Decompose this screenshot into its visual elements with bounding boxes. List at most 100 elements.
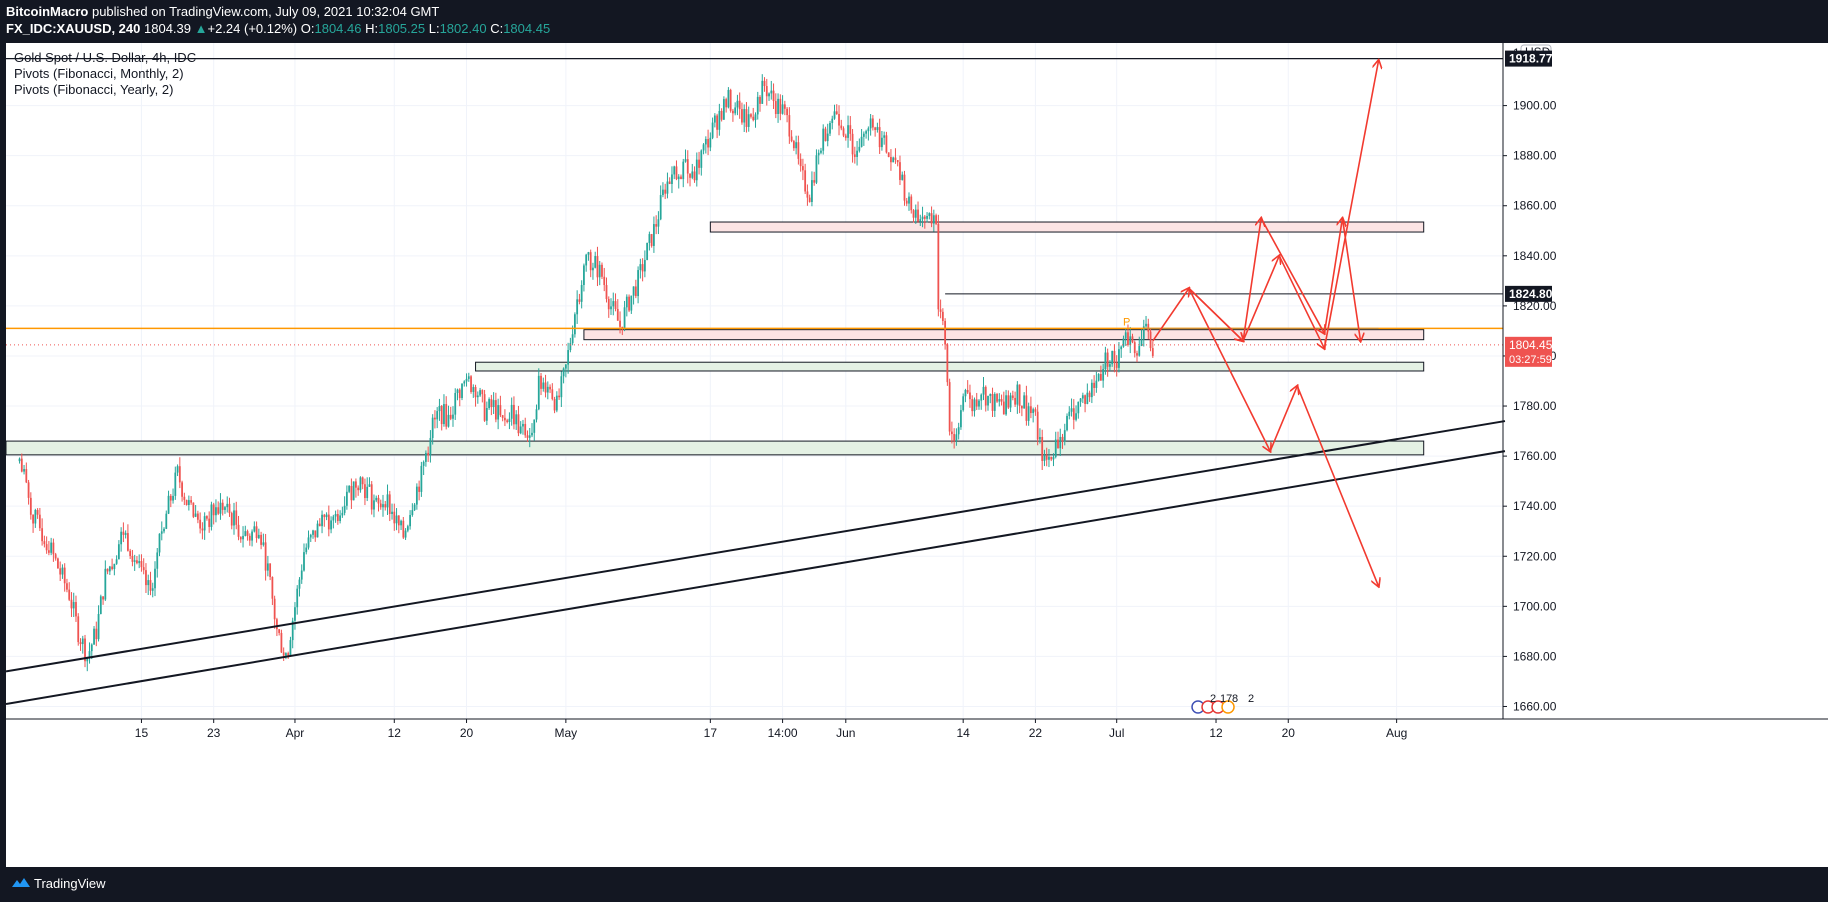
candle-body: [77, 616, 80, 643]
candle-body: [763, 80, 766, 87]
candle-body: [120, 531, 123, 545]
candle-body: [953, 434, 956, 441]
candle-body: [1045, 455, 1048, 460]
footer: TradingView: [0, 867, 1828, 902]
candle-body: [926, 215, 928, 219]
candle-body: [47, 550, 50, 553]
price-chart[interactable]: P Gold Spot / U.S. Dollar, 4h, IDC Pivot…: [6, 43, 1828, 867]
candle-body: [424, 452, 427, 462]
candle-body: [998, 399, 1001, 402]
open-label: O:: [300, 21, 315, 36]
time-tick-label: Jun: [836, 726, 855, 740]
candle-body: [522, 423, 524, 427]
candle-body: [312, 530, 314, 535]
arrow-path-down-seg: [1269, 386, 1297, 452]
candle-body: [133, 560, 136, 562]
candle-body: [964, 389, 967, 397]
price-tick-label: 1760.00: [1513, 449, 1557, 463]
candle-body: [770, 90, 773, 94]
candle-body: [115, 559, 118, 564]
candle-body: [409, 514, 411, 527]
candle-body: [488, 399, 491, 409]
candle-body: [519, 426, 522, 434]
pivot-p-label: P: [1123, 316, 1130, 328]
chart-legend: Gold Spot / U.S. Dollar, 4h, IDC Pivots …: [14, 50, 196, 97]
candle-body: [867, 128, 870, 132]
price-tick-label: 1700.00: [1513, 599, 1557, 613]
author-name[interactable]: BitcoinMacro: [6, 4, 89, 19]
candle-body: [659, 195, 662, 220]
chart-area[interactable]: P Gold Spot / U.S. Dollar, 4h, IDC Pivot…: [6, 43, 1828, 867]
candle-body: [1000, 399, 1003, 402]
arrow-path-branch-seg: [1188, 287, 1243, 341]
candle-body: [151, 588, 154, 591]
candle-body: [718, 110, 721, 130]
candle-body: [887, 152, 890, 157]
candle-body: [174, 472, 177, 496]
candle-body: [447, 414, 450, 427]
candle-body: [427, 452, 430, 456]
close-value: 1804.45: [503, 21, 551, 36]
time-axis[interactable]: 15 23 Apr 12 20 May 17 14:00 Jun 14 22 Jul 12 20 Aug: [6, 718, 1828, 740]
zone-1795: [475, 361, 1425, 372]
price-tick-label: 1820.00: [1513, 299, 1557, 313]
candle-body: [194, 513, 197, 517]
candle-body: [826, 133, 829, 142]
candle-body: [1122, 338, 1125, 347]
arrow-path-up-seg: [1323, 61, 1378, 349]
candle-body: [587, 252, 590, 255]
candle-body: [1063, 430, 1066, 442]
candle-body: [973, 399, 976, 412]
indicator-yearly[interactable]: Pivots (Fibonacci, Yearly, 2): [14, 82, 173, 97]
candle-body: [847, 125, 849, 138]
low-value: 1802.40: [439, 21, 487, 36]
tradingview-logo-icon[interactable]: [12, 877, 32, 891]
candle-body: [693, 171, 696, 181]
zones: [6, 221, 1425, 456]
indicator-monthly[interactable]: Pivots (Fibonacci, Monthly, 2): [14, 66, 184, 81]
candle-body: [903, 174, 906, 201]
candle-body: [605, 285, 608, 299]
candle-body: [598, 264, 601, 278]
time-tick-label: 20: [1282, 726, 1296, 740]
arrow-path-branch-seg: [1323, 218, 1342, 334]
candle-body: [707, 139, 709, 148]
candle-body: [61, 567, 64, 575]
arrow-path-up-seg: [1152, 288, 1189, 342]
candle-body: [262, 542, 265, 545]
candle-body: [1016, 384, 1019, 405]
candle-body: [393, 511, 396, 524]
candle-body: [1048, 456, 1050, 460]
time-tick-label: 22: [1029, 726, 1043, 740]
candle-body: [192, 502, 195, 517]
candle-body: [815, 155, 818, 183]
candle-body: [1002, 401, 1005, 415]
candle-body: [1109, 364, 1111, 367]
price-axis[interactable]: 1660.00 1680.00 1700.00 1720.00 1740.00 1760.…: [1502, 43, 1557, 719]
candle-body: [420, 465, 423, 492]
candle-body: [212, 504, 215, 516]
candle-body: [892, 157, 895, 163]
candle-body: [637, 270, 639, 297]
candle-body: [957, 427, 960, 435]
candle-body: [874, 127, 877, 130]
candle-body: [355, 481, 357, 488]
candle-body: [822, 128, 825, 151]
candle-body: [382, 504, 384, 508]
candle-body: [199, 519, 202, 529]
candle-body: [343, 505, 346, 513]
candle-body: [255, 526, 258, 539]
candle-body: [632, 286, 635, 296]
candle-body: [673, 166, 676, 175]
candle-body: [348, 485, 351, 492]
candle-body: [237, 524, 240, 537]
candle-body: [34, 509, 37, 524]
time-tick-label: 17: [704, 726, 718, 740]
tradingview-brand[interactable]: TradingView: [34, 876, 106, 891]
candle-body: [429, 437, 432, 456]
candle-body: [321, 514, 323, 527]
candle-body: [978, 400, 980, 407]
candle-body: [341, 512, 344, 516]
candle-body: [795, 142, 798, 149]
candle-body: [734, 107, 737, 114]
